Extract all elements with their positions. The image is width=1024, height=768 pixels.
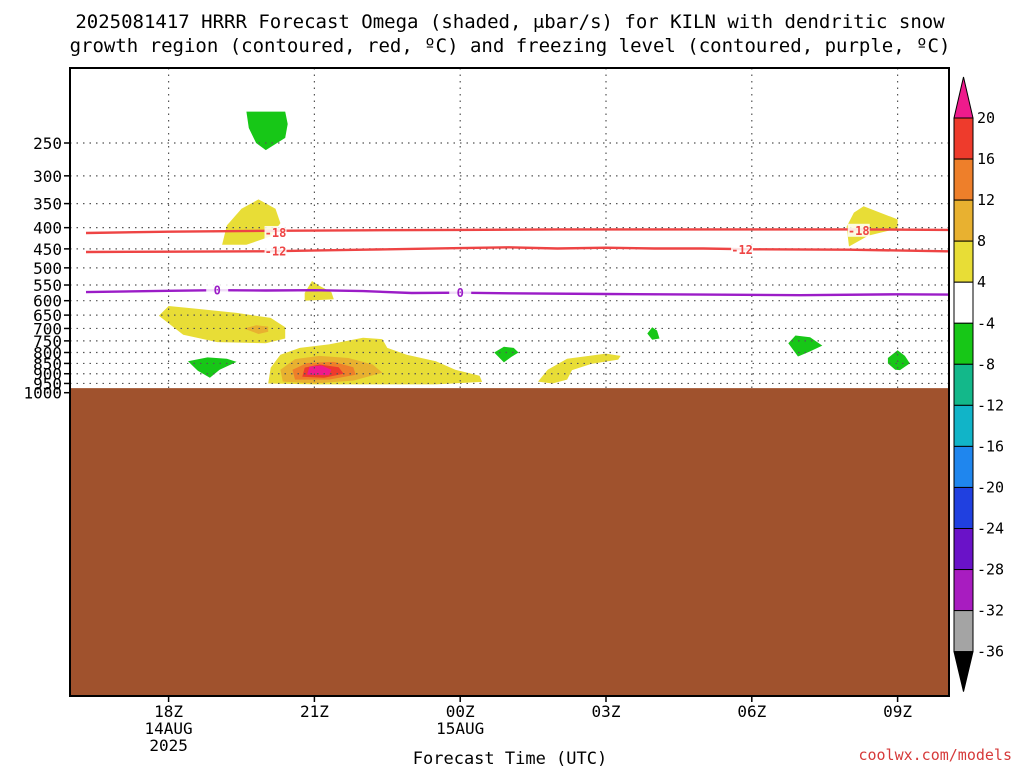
- colorbar-bin-5: [953, 281, 974, 324]
- y-tick-label-300: 300: [33, 167, 62, 186]
- y-tick-label-700: 700: [33, 319, 62, 338]
- colorbar-label--36: -36: [977, 643, 1004, 661]
- contour-line--12: [85, 246, 949, 254]
- x-tick-label-1-1: 14AUG: [145, 719, 193, 738]
- pressure-axis: 250 300 350 400 4505005506006507007508008509…: [23, 134, 70, 403]
- y-tick-label-450: 450: [33, 240, 62, 259]
- x-tick-label-16-0: 09Z: [883, 702, 912, 721]
- colorbar-bin-12: [953, 569, 974, 612]
- y-tick-label-800: 800: [33, 344, 62, 363]
- colorbar-label-16: 16: [977, 150, 995, 168]
- colorbar-bin-1: [953, 117, 974, 160]
- omega-region-16: [788, 335, 823, 357]
- colorbar-label--8: -8: [977, 355, 995, 373]
- omega-region-5: [243, 325, 269, 334]
- ground-surface: [70, 388, 949, 696]
- y-tick-label-750: 750: [33, 332, 62, 351]
- colorbar-bottom-arrow: [953, 651, 974, 692]
- contour-label-0: 0: [214, 284, 221, 298]
- x-axis-label: Forecast Time (UTC): [413, 749, 607, 768]
- y-tick-label-500: 500: [33, 259, 62, 278]
- colorbar-label-8: 8: [977, 232, 986, 250]
- y-tick-label-600: 600: [33, 292, 62, 311]
- colorbar-label--24: -24: [977, 520, 1004, 538]
- colorbar-bin-10: [953, 486, 974, 530]
- contour-label-0: 0: [457, 286, 464, 300]
- colorbar-bin-6: [953, 322, 974, 365]
- y-tick-label-400: 400: [33, 219, 62, 238]
- y-tick-label-1000: 1000: [23, 384, 62, 403]
- y-tick-label-850: 850: [33, 354, 62, 373]
- colorbar-label--12: -12: [977, 396, 1004, 414]
- omega-region-15: [647, 327, 660, 340]
- ground-layer: [70, 388, 949, 696]
- y-tick-label-250: 250: [33, 134, 62, 153]
- omega-region-10: [307, 365, 332, 376]
- contour-label--12: -12: [731, 243, 753, 257]
- temperature-contours: -18 -18 -12 -12 0 0: [85, 223, 949, 300]
- chart-title-line-1: 2025081417 HRRR Forecast Omega (shaded, …: [75, 11, 945, 33]
- x-tick-label-4-0: 21Z: [300, 702, 329, 721]
- colorbar-bin-7: [953, 363, 974, 406]
- omega-region-13: [188, 357, 237, 378]
- x-tick-label-10-0: 03Z: [592, 702, 621, 721]
- colorbar-label--16: -16: [977, 437, 1004, 455]
- colorbar-bin-8: [953, 404, 974, 447]
- colorbar-label-12: 12: [977, 191, 995, 209]
- omega-region-17: [887, 350, 910, 371]
- grid-lines: [70, 68, 949, 696]
- colorbar-label--32: -32: [977, 602, 1004, 620]
- omega-shaded-fields: [158, 111, 1010, 385]
- contour-label--18: -18: [848, 224, 870, 238]
- x-tick-label-1-0: 18Z: [154, 702, 183, 721]
- omega-region-14: [494, 346, 519, 363]
- credit-text: coolwx.com/models: [858, 746, 1012, 764]
- chart-title-line-2: growth region (contoured, red, ºC) and f…: [70, 35, 951, 57]
- omega-region-18: [1000, 341, 1010, 352]
- colorbar-bin-11: [953, 528, 974, 571]
- omega-region-0: [246, 111, 288, 151]
- x-tick-label-1-2: 2025: [149, 736, 188, 755]
- x-tick-label-13-0: 06Z: [737, 702, 766, 721]
- y-tick-label-650: 650: [33, 306, 62, 325]
- colorbar-bin-3: [953, 199, 974, 242]
- contour-line--18: [85, 228, 949, 235]
- colorbar-bin-4: [953, 240, 974, 283]
- contour-label--12: -12: [265, 245, 287, 259]
- colorbar-label-4: 4: [977, 273, 986, 291]
- colorbar-label--28: -28: [977, 561, 1004, 579]
- y-tick-label-950: 950: [33, 374, 62, 393]
- colorbar-bin-2: [953, 158, 974, 201]
- x-tick-label-7-1: 15AUG: [436, 719, 484, 738]
- contour-label--18: -18: [265, 226, 287, 240]
- colorbar: 20 16 12 8 4 -4 -8 -12 -16 -20 -24 -28 -32 -36: [953, 76, 1004, 692]
- colorbar-top-arrow: [953, 76, 974, 119]
- colorbar-label-20: 20: [977, 109, 995, 127]
- colorbar-label--20: -20: [977, 478, 1004, 496]
- plot-frame: [69, 67, 950, 697]
- omega-region-4: [158, 306, 286, 344]
- omega-region-12: [1005, 371, 1010, 377]
- colorbar-bin-9: [953, 445, 974, 488]
- y-tick-label-900: 900: [33, 365, 62, 384]
- y-tick-label-350: 350: [33, 195, 62, 214]
- omega-region-11: [538, 353, 621, 384]
- y-tick-label-550: 550: [33, 276, 62, 295]
- colorbar-label--4: -4: [977, 314, 995, 332]
- colorbar-bin-13: [953, 610, 974, 653]
- x-tick-label-7-0: 00Z: [446, 702, 475, 721]
